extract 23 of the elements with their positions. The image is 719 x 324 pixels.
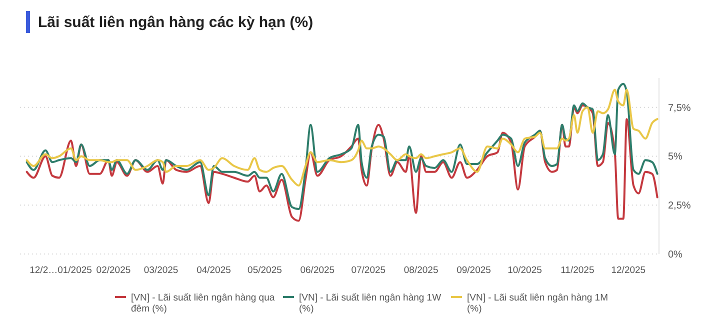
x-tick-label: 12/2…01/2025 xyxy=(30,265,92,276)
x-tick-label: 02/2025 xyxy=(96,265,131,276)
line-series xyxy=(26,104,658,222)
x-tick-label: 12/2025 xyxy=(611,265,646,276)
y-tick-label: 0% xyxy=(668,250,683,260)
legend-label: [VN] - Lãi suất liên ngân hàng 1W (%) xyxy=(299,292,442,315)
line-series xyxy=(26,88,658,187)
y-tick-label: 7,5% xyxy=(668,102,691,114)
y-tick-label: 2,5% xyxy=(668,200,691,212)
legend-label: [VN] - Lãi suất liên ngân hàng qua đêm (%) xyxy=(131,292,276,315)
x-tick-label: 06/2025 xyxy=(300,265,335,276)
legend-label: [VN] - Lãi suất liên ngân hàng 1M (%) xyxy=(467,292,608,315)
x-tick-label: 09/2025 xyxy=(456,265,491,276)
x-tick-label: 05/2025 xyxy=(248,265,282,276)
line-series xyxy=(26,82,658,210)
x-tick-label: 07/2025 xyxy=(351,265,386,276)
y-tick-label: 5% xyxy=(668,152,683,163)
x-tick-label: 04/2025 xyxy=(196,265,231,276)
x-tick-label: 10/2025 xyxy=(508,265,542,276)
chart-title: Lãi suất liên ngân hàng các kỳ hạn (%) xyxy=(38,14,314,31)
x-tick-label: 03/2025 xyxy=(144,265,178,276)
x-tick-label: 08/2025 xyxy=(404,265,438,276)
x-tick-label: 11/2025 xyxy=(560,265,594,276)
